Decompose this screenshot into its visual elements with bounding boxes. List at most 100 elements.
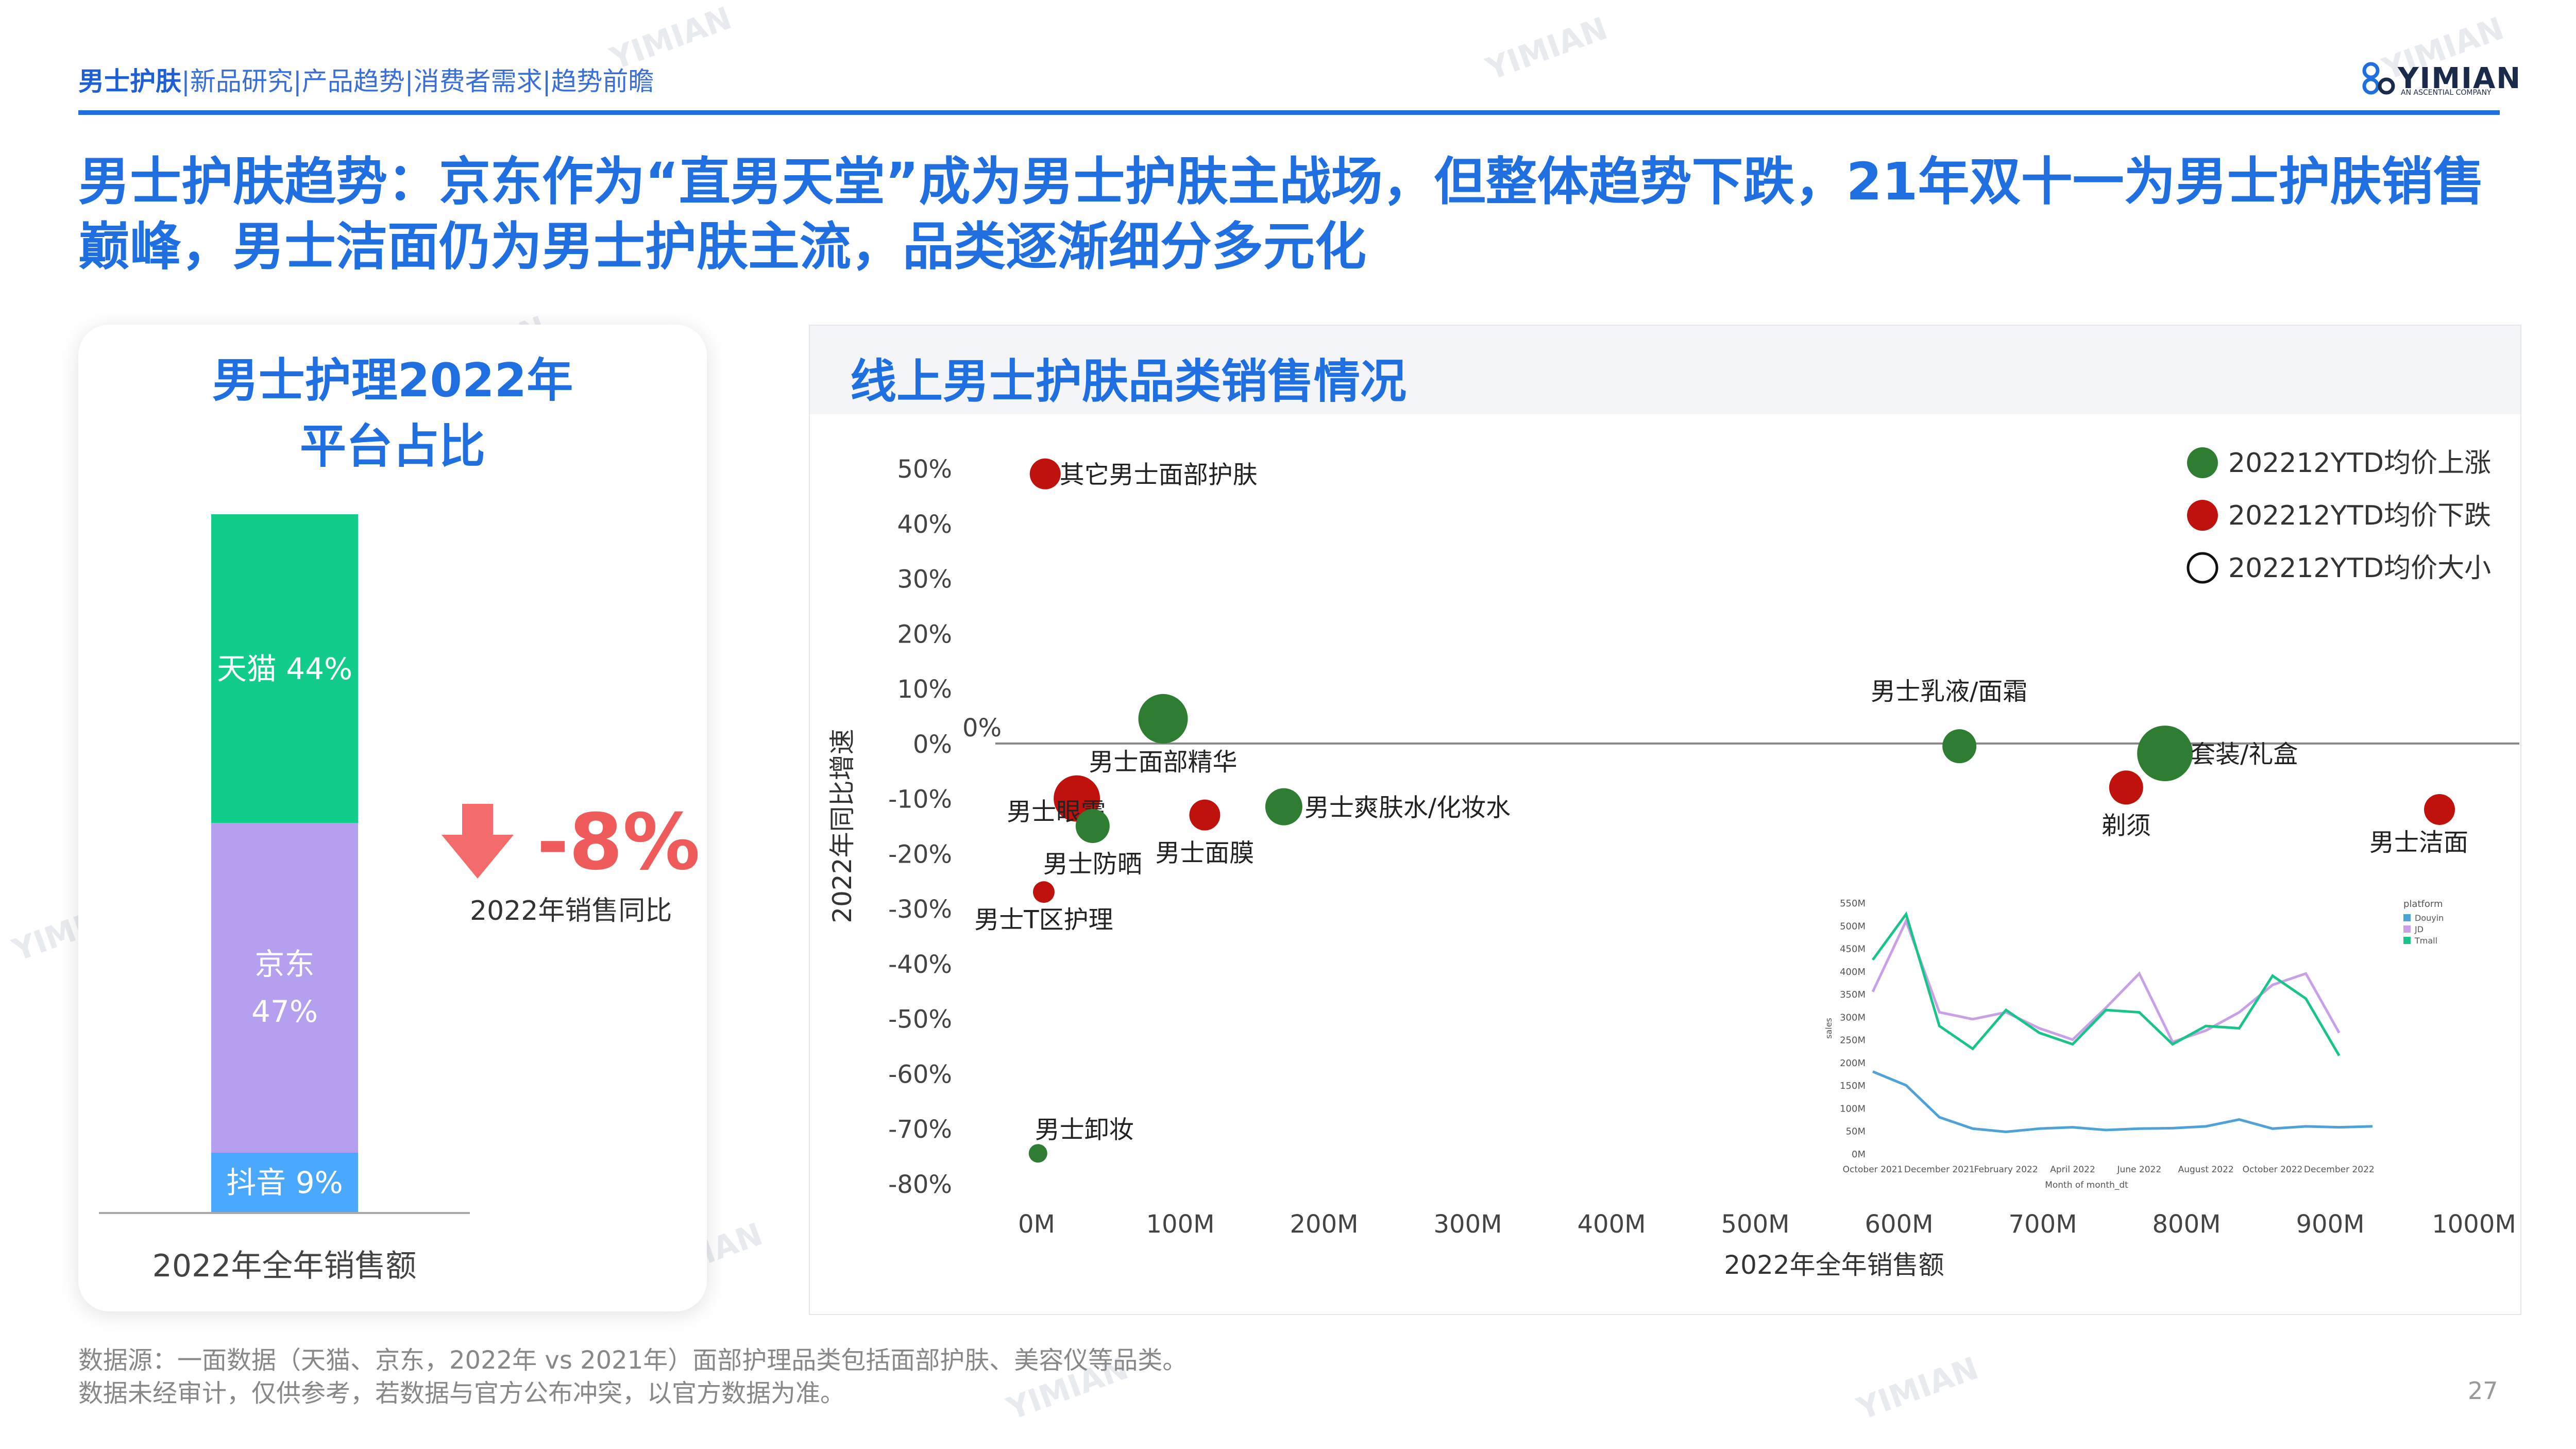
inset-x-tick-label: December 2021 [1904, 1165, 1975, 1175]
logo-text: YIMIAN [2398, 61, 2522, 95]
watermark: YIMIAN [1852, 1350, 1984, 1427]
legend-marker [2187, 500, 2218, 531]
inset-legend-swatch [2403, 914, 2411, 921]
chart-header [810, 326, 2520, 414]
data-point [2109, 770, 2143, 805]
card-title-line1: 男士护理2022年 [212, 353, 573, 408]
x-tick-label: 900M [2296, 1210, 2364, 1239]
point-label: 男士防晒 [1043, 850, 1142, 879]
y-tick-label: -80% [888, 1170, 952, 1199]
data-point [2424, 794, 2455, 825]
source-line-1: 数据源：一面数据（天猫、京东，2022年 vs 2021年）面部护理品类包括面部… [78, 1346, 1188, 1375]
x-tick-label: 200M [1290, 1210, 1358, 1239]
inset-y-tick-label: 150M [1840, 1081, 1866, 1091]
point-label: 男士乳液/面霜 [1871, 677, 2027, 706]
x-tick-label: 400M [1577, 1210, 1646, 1239]
x-tick-label: 500M [1721, 1210, 1789, 1239]
stack-x-label: 2022年全年销售额 [152, 1248, 417, 1284]
yoy-label: 2022年销售同比 [470, 896, 672, 926]
y-tick-label: 50% [897, 455, 952, 484]
x-tick-label: 0M [1018, 1210, 1055, 1239]
inset-line-chart: 550M 500M 450M 400M 350M 300M 250M 200M 150M 100M… [1816, 887, 2496, 1212]
inset-y-axis-title: sales [1824, 1018, 1834, 1039]
x-axis-title: 2022年全年销售额 [1724, 1250, 1944, 1280]
breadcrumb-nav: 男士护肤|新品研究|产品趋势|消费者需求|趋势前瞻 [78, 66, 654, 96]
baseline [99, 1212, 470, 1214]
segment-label: 天猫 44% [216, 651, 353, 686]
y-tick-label: 20% [897, 620, 952, 649]
y-tick-label: 10% [897, 675, 952, 704]
inset-y-tick-label: 200M [1840, 1058, 1866, 1069]
nav-item-product-trends[interactable]: 产品趋势 [301, 66, 405, 96]
legend-label: 202212YTD均价大小 [2228, 553, 2491, 584]
x-tick-label: 100M [1146, 1210, 1214, 1239]
inset-x-tick-label: June 2022 [2116, 1165, 2161, 1175]
inset-y-tick-label: 250M [1840, 1035, 1866, 1046]
inset-legend-label: Tmall [2414, 936, 2437, 946]
scatter-chart: 50% 40% 30% 20% 10% 0% -10% -20% -30% -40% -50% -60… [827, 447, 2519, 1280]
y-tick-label: -40% [888, 950, 952, 979]
point-label: 男士洁面 [2369, 828, 2468, 857]
data-point [1942, 729, 1977, 764]
inset-x-axis-title: Month of month_dt [2045, 1180, 2128, 1190]
point-label: 男士卸妆 [1035, 1115, 1134, 1144]
data-point [1189, 799, 1221, 831]
zero-line-label: 0% [962, 714, 1002, 743]
chart-title: 线上男士护肤品类销售情况 [850, 355, 1406, 409]
down-arrow-icon [442, 804, 514, 879]
inset-y-tick-label: 400M [1840, 967, 1866, 978]
inset-y-tick-label: 100M [1840, 1103, 1866, 1114]
inset-y-tick-label: 0M [1852, 1149, 1866, 1160]
legend-marker [2187, 552, 2218, 584]
point-label: 男士T区护理 [974, 905, 1113, 934]
x-tick-label: 300M [1433, 1210, 1502, 1239]
y-tick-label: -70% [888, 1115, 952, 1144]
y-tick-label: -50% [888, 1005, 952, 1034]
logo-subtext: AN ASCENTIAL COMPANY [2401, 89, 2492, 97]
x-tick-label: 1000M [2432, 1210, 2516, 1239]
nav-item-trend-outlook[interactable]: 趋势前瞻 [551, 66, 654, 96]
inset-y-tick-label: 350M [1840, 989, 1866, 1000]
inset-legend-title: platform [2403, 899, 2443, 909]
data-point [1029, 458, 1061, 490]
inset-x-tick-label: October 2022 [2243, 1165, 2303, 1175]
inset-y-tick-label: 50M [1846, 1126, 1866, 1137]
y-tick-label: -10% [888, 785, 952, 814]
x-tick-label: 600M [1865, 1210, 1933, 1239]
inset-y-tick-label: 550M [1840, 898, 1866, 909]
point-label: 男士爽肤水/化妆水 [1304, 794, 1511, 822]
inset-legend-label: Douyin [2415, 913, 2444, 923]
inset-x-tick-label: February 2022 [1974, 1165, 2038, 1175]
nav-item-consumer-needs[interactable]: 消费者需求 [413, 66, 543, 96]
nav-item-mens-skincare[interactable]: 男士护肤 [78, 66, 181, 96]
card-title: 男士护理2022年 平台占比 [78, 348, 707, 480]
logo-mark-icon [2362, 62, 2395, 95]
inset-legend-label: JD [2414, 924, 2424, 934]
inset-background [1816, 887, 2496, 1212]
yimian-logo: YIMIAN AN ASCENTIAL COMPANY [2360, 58, 2521, 99]
segment-label: 47% [251, 994, 318, 1029]
source-note: 数据源：一面数据（天猫、京东，2022年 vs 2021年）面部护理品类包括面部… [78, 1344, 1187, 1410]
nav-item-new-products[interactable]: 新品研究 [190, 66, 293, 96]
point-label: 套装/礼盒 [2191, 740, 2298, 769]
segment-label: 京东 [255, 947, 315, 982]
platform-share-card: 男士护理2022年 平台占比 天猫 44% 京东 47% 抖音 9% 2022年… [78, 325, 707, 1311]
source-line-2: 数据未经审计，仅供参考，若数据与官方公布冲突，以官方数据为准。 [78, 1379, 845, 1408]
inset-x-tick-label: April 2022 [2050, 1165, 2095, 1175]
y-axis-title: 2022年同比增速 [827, 729, 857, 923]
inset-legend-swatch [2403, 925, 2411, 933]
data-point [1028, 1144, 1047, 1163]
inset-x-tick-label: October 2021 [1843, 1165, 1903, 1175]
y-tick-label: -30% [888, 895, 952, 924]
y-tick-label: 0% [913, 730, 952, 759]
stack-segment-douyin: 抖音 9% [211, 1153, 358, 1212]
y-tick-label: 40% [897, 510, 952, 539]
yoy-value: -8% [537, 798, 700, 887]
data-point [1265, 788, 1302, 825]
inset-series-line [1872, 1070, 2373, 1134]
data-point [1138, 694, 1188, 744]
data-point [1032, 881, 1055, 903]
legend-marker [2187, 447, 2218, 478]
legend-label: 202212YTD均价下跌 [2228, 500, 2491, 531]
point-label: 剃须 [2102, 811, 2151, 840]
